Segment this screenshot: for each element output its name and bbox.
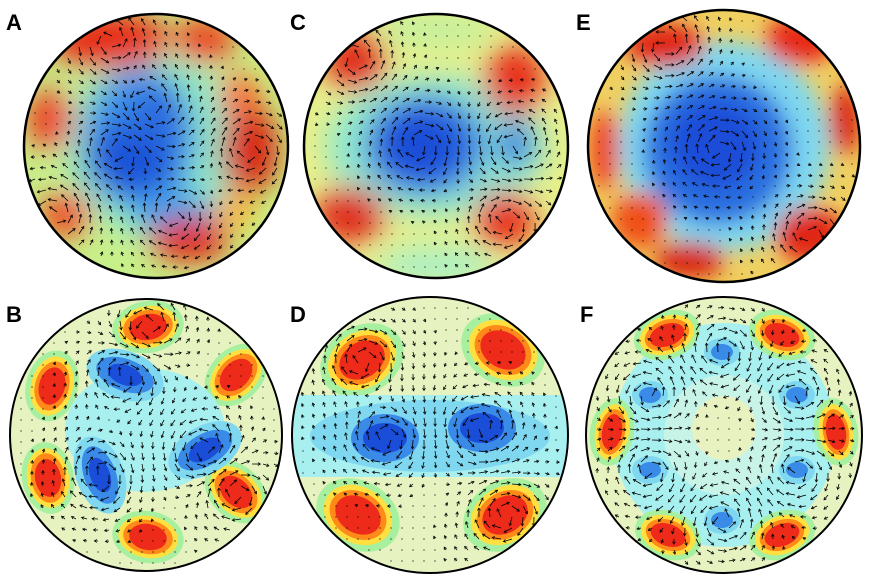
panel-b xyxy=(9,298,283,572)
panel-c xyxy=(302,12,570,280)
panel-e xyxy=(586,8,862,284)
panel-label-b: B xyxy=(6,302,22,327)
panel-label-e: E xyxy=(576,10,591,35)
panel-label-c: C xyxy=(290,10,306,35)
panel-d xyxy=(291,296,569,574)
panel-label-f: F xyxy=(580,302,593,327)
panel-label-d: D xyxy=(290,302,306,327)
blob-ring xyxy=(21,300,268,564)
panel-label-a: A xyxy=(6,10,22,35)
panel-a xyxy=(22,12,290,280)
panel-f xyxy=(585,296,863,574)
